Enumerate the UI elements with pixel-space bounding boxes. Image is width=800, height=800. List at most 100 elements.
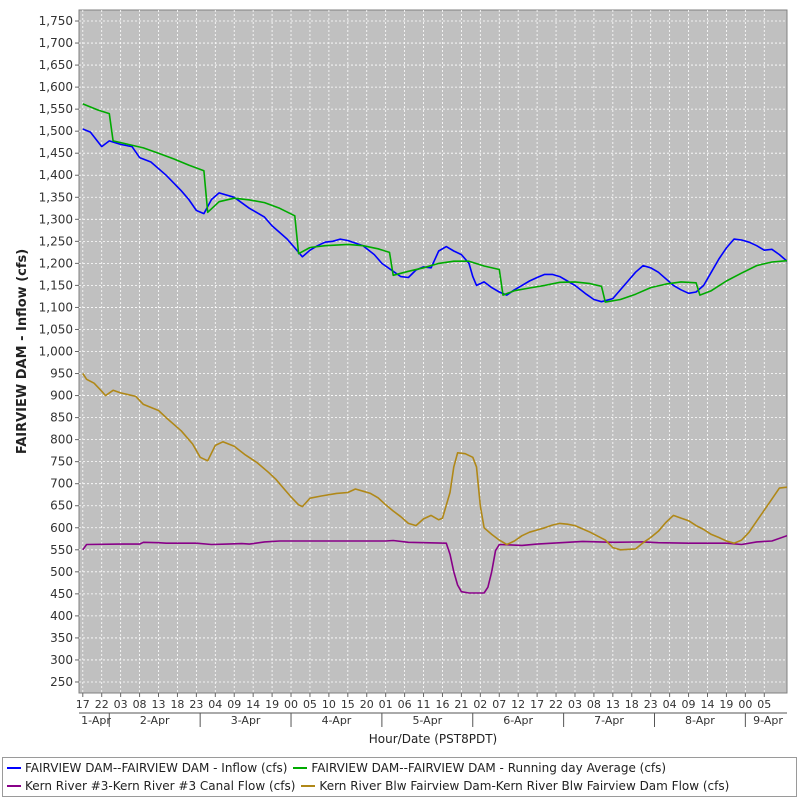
x-tick-label: 13 bbox=[152, 698, 166, 711]
y-tick-label: 1,250 bbox=[39, 234, 73, 248]
date-label: 5-Apr bbox=[412, 714, 442, 727]
y-tick-label: 600 bbox=[50, 521, 73, 535]
y-tick-label: 850 bbox=[50, 411, 73, 425]
y-tick-label: 1,700 bbox=[39, 36, 73, 50]
y-tick-label: 650 bbox=[50, 499, 73, 513]
x-tick-label: 04 bbox=[663, 698, 677, 711]
y-tick-label: 1,450 bbox=[39, 146, 73, 160]
legend-swatch-inflow bbox=[7, 767, 21, 769]
x-tick-label: 00 bbox=[738, 698, 752, 711]
y-tick-label: 950 bbox=[50, 367, 73, 381]
x-tick-label: 03 bbox=[114, 698, 128, 711]
y-tick-label: 300 bbox=[50, 653, 73, 667]
series-inflow bbox=[82, 128, 787, 303]
x-tick-label: 22 bbox=[549, 698, 563, 711]
x-tick-label: 08 bbox=[133, 698, 147, 711]
date-label: 9-Apr bbox=[753, 714, 783, 727]
x-tick-label: 14 bbox=[700, 698, 714, 711]
y-tick-label: 1,650 bbox=[39, 58, 73, 72]
series-river-flow bbox=[82, 373, 787, 551]
legend-label: Kern River Blw Fairview Dam-Kern River B… bbox=[319, 779, 730, 793]
x-tick-label: 08 bbox=[587, 698, 601, 711]
x-tick-label: 05 bbox=[303, 698, 317, 711]
y-tick-label: 750 bbox=[50, 455, 73, 469]
x-tick-label: 19 bbox=[719, 698, 733, 711]
x-tick-label: 17 bbox=[76, 698, 90, 711]
legend-label: FAIRVIEW DAM--FAIRVIEW DAM - Running day… bbox=[311, 761, 667, 775]
x-tick-label: 10 bbox=[322, 698, 336, 711]
y-tick-label: 500 bbox=[50, 565, 73, 579]
x-axis-label: Hour/Date (PST8PDT) bbox=[369, 732, 497, 746]
legend-item-inflow[interactable]: FAIRVIEW DAM--FAIRVIEW DAM - Inflow (cfs… bbox=[7, 761, 287, 775]
date-label: 6-Apr bbox=[503, 714, 533, 727]
x-tick-label: 11 bbox=[417, 698, 431, 711]
series-layer bbox=[82, 103, 787, 594]
x-tick-label: 13 bbox=[606, 698, 620, 711]
x-tick-label: 20 bbox=[360, 698, 374, 711]
x-tick-label: 12 bbox=[511, 698, 525, 711]
x-tick-label: 21 bbox=[454, 698, 468, 711]
x-tick-label: 04 bbox=[208, 698, 222, 711]
y-tick-label: 800 bbox=[50, 433, 73, 447]
series-canal-flow bbox=[82, 534, 787, 594]
date-label: 4-Apr bbox=[322, 714, 352, 727]
legend-swatch-running-average bbox=[293, 767, 308, 769]
y-tick-label: 1,350 bbox=[39, 190, 73, 204]
y-tick-label: 1,200 bbox=[39, 256, 73, 270]
x-tick-label: 09 bbox=[227, 698, 241, 711]
x-tick-label: 14 bbox=[246, 698, 260, 711]
chart: 250 300 350 400 450 500 550 600 650 700 750 800 850 9… bbox=[15, 9, 788, 746]
x-tick-label: 18 bbox=[625, 698, 639, 711]
date-label: 3-Apr bbox=[231, 714, 261, 727]
legend-swatch-canal-flow bbox=[7, 785, 21, 787]
y-tick-label: 550 bbox=[50, 543, 73, 557]
x-tick-label: 00 bbox=[284, 698, 298, 711]
date-label: 2-Apr bbox=[140, 714, 170, 727]
y-tick-label: 400 bbox=[50, 609, 73, 623]
legend-row: Kern River #3-Kern River #3 Canal Flow (… bbox=[7, 779, 735, 793]
series-running-average bbox=[82, 103, 787, 303]
y-axis-label: FAIRVIEW DAM - Inflow (cfs) bbox=[15, 249, 30, 454]
x-tick-label: 07 bbox=[492, 698, 506, 711]
legend-item-canal-flow[interactable]: Kern River #3-Kern River #3 Canal Flow (… bbox=[7, 779, 295, 793]
x-tick-label: 22 bbox=[95, 698, 109, 711]
legend-row: FAIRVIEW DAM--FAIRVIEW DAM - Inflow (cfs… bbox=[7, 761, 672, 775]
x-tick-label: 17 bbox=[530, 698, 544, 711]
x-tick-label: 23 bbox=[189, 698, 203, 711]
y-tick-label: 1,600 bbox=[39, 80, 73, 94]
x-tick-label: 09 bbox=[682, 698, 696, 711]
legend-item-river-flow[interactable]: Kern River Blw Fairview Dam-Kern River B… bbox=[301, 779, 729, 793]
y-tick-label: 700 bbox=[50, 477, 73, 491]
x-tick-label: 15 bbox=[341, 698, 355, 711]
date-label: 8-Apr bbox=[685, 714, 715, 727]
x-tick-label: 19 bbox=[265, 698, 279, 711]
date-label: 1-Apr bbox=[81, 714, 111, 727]
y-tick-label: 1,150 bbox=[39, 278, 73, 292]
date-label: 7-Apr bbox=[594, 714, 624, 727]
x-tick-label: 03 bbox=[568, 698, 582, 711]
y-tick-label: 1,550 bbox=[39, 102, 73, 116]
legend: FAIRVIEW DAM--FAIRVIEW DAM - Inflow (cfs… bbox=[2, 757, 797, 797]
legend-label: Kern River #3-Kern River #3 Canal Flow (… bbox=[25, 779, 296, 793]
y-tick-label: 1,400 bbox=[39, 168, 73, 182]
grid bbox=[79, 10, 787, 693]
axes: 250 300 350 400 450 500 550 600 650 700 750 800 850 9… bbox=[39, 14, 787, 727]
x-tick-label: 06 bbox=[398, 698, 412, 711]
y-tick-label: 250 bbox=[50, 675, 73, 689]
x-tick-label: 23 bbox=[644, 698, 658, 711]
x-tick-label: 16 bbox=[435, 698, 449, 711]
y-tick-label: 1,500 bbox=[39, 124, 73, 138]
legend-swatch-river-flow bbox=[301, 785, 316, 787]
legend-label: FAIRVIEW DAM--FAIRVIEW DAM - Inflow (cfs… bbox=[25, 761, 288, 775]
y-tick-label: 450 bbox=[50, 587, 73, 601]
x-tick-label: 05 bbox=[757, 698, 771, 711]
y-tick-label: 1,000 bbox=[39, 345, 73, 359]
y-tick-label: 350 bbox=[50, 631, 73, 645]
legend-item-running-average[interactable]: FAIRVIEW DAM--FAIRVIEW DAM - Running day… bbox=[293, 761, 666, 775]
y-tick-label: 900 bbox=[50, 389, 73, 403]
y-tick-label: 1,750 bbox=[39, 14, 73, 28]
x-tick-label: 18 bbox=[170, 698, 184, 711]
y-tick-label: 1,300 bbox=[39, 212, 73, 226]
x-tick-label: 01 bbox=[379, 698, 393, 711]
x-tick-label: 02 bbox=[473, 698, 487, 711]
